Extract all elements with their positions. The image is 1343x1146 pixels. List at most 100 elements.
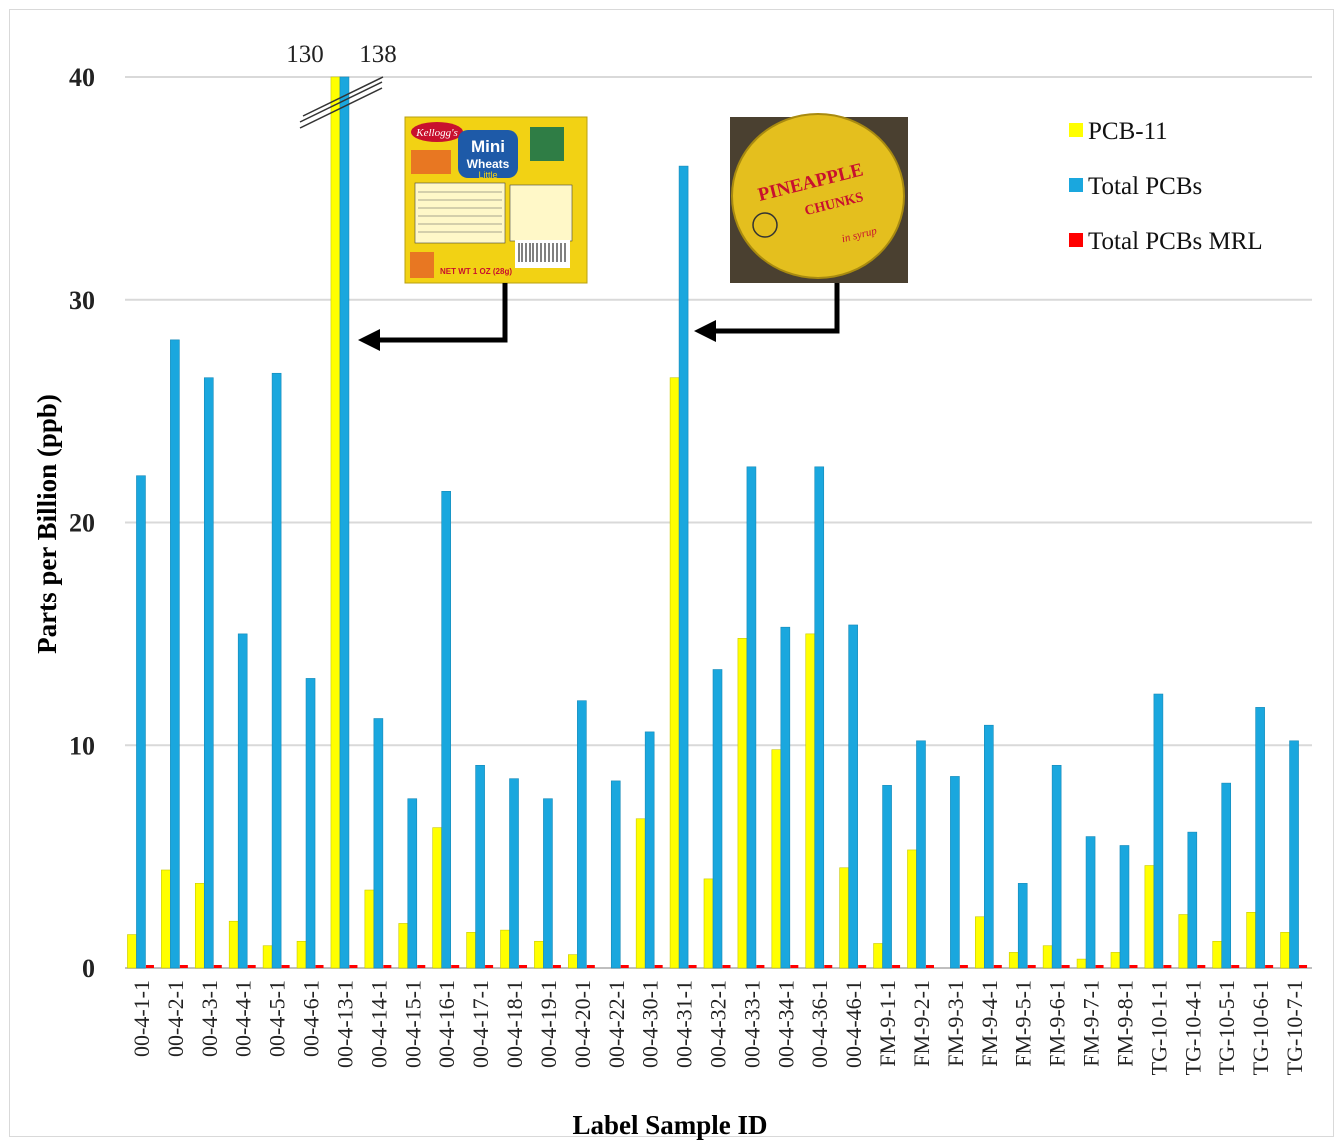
bar-total-pcbs-FM-9-7-1: [1085, 836, 1096, 969]
bar-total-pcbs-mrl-TG-10-7-1: [1299, 965, 1308, 968]
bar-total-pcbs-mrl-00-4-3-1: [213, 965, 222, 968]
axis-break-marker-2: [302, 76, 384, 117]
data-label-pcb11-00-4-13-1: 130: [286, 41, 324, 68]
svg-text:Kellogg's: Kellogg's: [415, 127, 457, 139]
bar-total-pcbs-FM-9-6-1: [1051, 764, 1062, 969]
x-tick-label-FM-9-8-1: FM-9-8-1: [1112, 980, 1137, 1067]
bar-pcb-11-00-4-17-1: [466, 932, 476, 969]
x-tick-label-00-4-13-1: 00-4-13-1: [332, 980, 357, 1068]
bar-total-pcbs-00-4-17-1: [475, 764, 485, 969]
x-tick-label-00-4-20-1: 00-4-20-1: [570, 980, 595, 1068]
bar-total-pcbs-mrl-00-4-19-1: [552, 965, 561, 968]
bar-total-pcbs-mrl-00-4-2-1: [179, 965, 188, 968]
bar-pcb-11-FM-9-7-1: [1076, 958, 1087, 969]
bar-pcb-11-FM-9-4-1: [975, 916, 985, 969]
bar-total-pcbs-00-4-32-1: [712, 669, 723, 969]
bar-total-pcbs-00-4-30-1: [644, 731, 655, 969]
bar-total-pcbs-FM-9-4-1: [984, 724, 994, 969]
bar-pcb-11-FM-9-2-1: [907, 849, 917, 969]
bar-total-pcbs-mrl-00-4-34-1: [790, 965, 799, 968]
x-tick-label-00-4-16-1: 00-4-16-1: [434, 980, 459, 1068]
bar-pcb-11-00-4-5-1: [262, 945, 273, 969]
bar-pcb-11-00-4-18-1: [500, 929, 510, 969]
x-tick-label-00-4-34-1: 00-4-34-1: [773, 980, 798, 1068]
x-tick-label-TG-10-7-1: TG-10-7-1: [1282, 980, 1307, 1075]
bar-pcb-11-TG-10-5-1: [1212, 940, 1223, 969]
bar-total-pcbs-00-4-2-1: [170, 339, 180, 969]
x-tick-label-00-4-17-1: 00-4-17-1: [468, 980, 493, 1068]
bar-total-pcbs-00-4-13-1: [339, 76, 350, 969]
bar-total-pcbs-mrl-00-4-16-1: [451, 965, 460, 968]
bar-total-pcbs-00-4-14-1: [373, 718, 384, 969]
bar-total-pcbs-mrl-FM-9-1-1: [892, 965, 901, 968]
bar-total-pcbs-00-4-34-1: [780, 626, 791, 969]
x-tick-label-00-4-6-1: 00-4-6-1: [299, 980, 324, 1057]
bar-pcb-11-TG-10-6-1: [1246, 912, 1256, 969]
x-tick-label-FM-9-5-1: FM-9-5-1: [1011, 980, 1036, 1067]
y-tick-label-30: 30: [69, 286, 95, 315]
bar-total-pcbs-TG-10-4-1: [1187, 831, 1198, 969]
x-tick-label-00-4-1-1: 00-4-1-1: [129, 980, 154, 1057]
svg-text:Wheats: Wheats: [467, 157, 510, 171]
x-tick-label-FM-9-2-1: FM-9-2-1: [909, 980, 934, 1067]
legend-swatch-pcb-11: [1069, 123, 1083, 137]
x-tick-label-FM-9-3-1: FM-9-3-1: [943, 980, 968, 1067]
bar-pcb-11-00-4-6-1: [296, 940, 307, 969]
bar-total-pcbs-TG-10-7-1: [1289, 740, 1299, 969]
x-tick-label-00-4-14-1: 00-4-14-1: [366, 980, 391, 1068]
bar-total-pcbs-FM-9-8-1: [1119, 845, 1130, 969]
bar-total-pcbs-mrl-00-4-33-1: [756, 965, 765, 968]
bar-total-pcbs-mrl-00-4-4-1: [247, 965, 256, 968]
bar-total-pcbs-mrl-00-4-36-1: [824, 965, 833, 968]
bar-total-pcbs-FM-9-5-1: [1017, 883, 1028, 969]
x-tick-label-00-4-22-1: 00-4-22-1: [604, 980, 629, 1068]
x-tick-label-00-4-32-1: 00-4-32-1: [706, 980, 731, 1068]
bar-pcb-11-FM-9-8-1: [1110, 952, 1121, 969]
bar-total-pcbs-mrl-00-4-13-1: [349, 965, 358, 968]
bar-total-pcbs-00-4-15-1: [407, 798, 418, 969]
x-tick-labels: 00-4-1-1 00-4-2-1 00-4-3-1 00-4-4-1 00-4-5-1…: [129, 980, 1307, 1075]
bar-pcb-11-00-4-36-1: [805, 633, 816, 969]
x-tick-label-TG-10-4-1: TG-10-4-1: [1180, 980, 1205, 1075]
bar-total-pcbs-00-4-22-1: [610, 780, 621, 969]
bar-total-pcbs-mrl-00-4-20-1: [586, 965, 595, 968]
y-tick-label-10: 10: [69, 731, 95, 760]
bar-pcb-11-00-4-32-1: [703, 878, 714, 969]
bar-pcb-11-00-4-34-1: [771, 749, 782, 969]
bar-total-pcbs-mrl-00-4-14-1: [383, 965, 392, 968]
bar-pcb-11-00-4-19-1: [534, 940, 544, 969]
bar-total-pcbs-00-4-19-1: [543, 798, 553, 969]
bar-pcb-11-TG-10-7-1: [1280, 932, 1290, 969]
bar-pcb-11-00-4-13-1: [330, 76, 341, 969]
bar-total-pcbs-mrl-TG-10-6-1: [1265, 965, 1274, 968]
bars: [127, 76, 1308, 969]
x-tick-label-00-4-30-1: 00-4-30-1: [638, 980, 663, 1068]
x-tick-label-FM-9-6-1: FM-9-6-1: [1045, 980, 1070, 1067]
arrowhead-to-00-4-31-1: [694, 320, 716, 342]
bar-total-pcbs-TG-10-6-1: [1255, 707, 1265, 969]
svg-text:Mini: Mini: [471, 137, 505, 156]
bar-total-pcbs-mrl-00-4-32-1: [722, 965, 731, 968]
data-label-total-00-4-13-1: 138: [359, 41, 397, 68]
x-tick-label-00-4-5-1: 00-4-5-1: [265, 980, 290, 1057]
bar-total-pcbs-mrl-FM-9-4-1: [993, 965, 1002, 968]
bar-pcb-11-00-4-16-1: [432, 827, 442, 969]
bar-pcb-11-00-4-14-1: [364, 889, 375, 969]
bar-pcb-11-00-4-2-1: [161, 869, 171, 969]
bar-pcb-11-00-4-1-1: [127, 934, 137, 969]
bar-total-pcbs-00-4-5-1: [271, 372, 282, 969]
bar-pcb-11-FM-9-1-1: [873, 943, 883, 969]
bar-total-pcbs-mrl-FM-9-5-1: [1027, 965, 1036, 968]
arrow-to-00-4-13-1: [376, 283, 508, 343]
bar-pcb-11-00-4-30-1: [635, 818, 646, 969]
bar-total-pcbs-FM-9-1-1: [882, 785, 892, 969]
x-tick-label-00-4-3-1: 00-4-3-1: [197, 980, 222, 1057]
bar-total-pcbs-mrl-00-4-6-1: [315, 965, 324, 968]
bar-total-pcbs-TG-10-1-1: [1153, 693, 1164, 969]
bar-total-pcbs-mrl-FM-9-2-1: [925, 965, 934, 968]
bar-total-pcbs-mrl-00-4-30-1: [654, 965, 663, 968]
bar-total-pcbs-00-4-33-1: [746, 466, 757, 969]
bar-total-pcbs-mrl-FM-9-6-1: [1061, 965, 1070, 968]
bar-total-pcbs-00-4-4-1: [237, 633, 248, 969]
